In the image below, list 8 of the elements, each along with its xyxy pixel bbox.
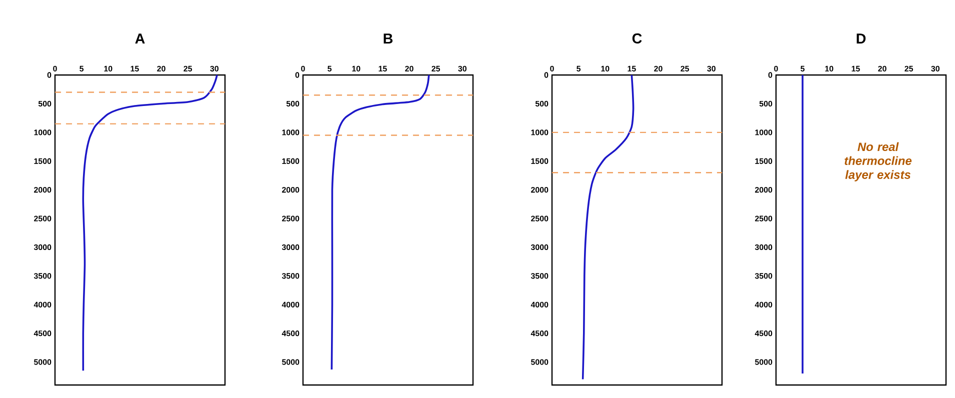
- line-series: [582, 74, 634, 380]
- line-series: [82, 74, 218, 372]
- chart-title: D: [856, 34, 866, 44]
- chart-title: B: [384, 34, 393, 44]
- chart-title: A: [135, 34, 145, 44]
- annotation: No real thermocline layer exists: [844, 142, 912, 182]
- line-series: [330, 74, 430, 370]
- chart-title: C: [632, 33, 642, 44]
